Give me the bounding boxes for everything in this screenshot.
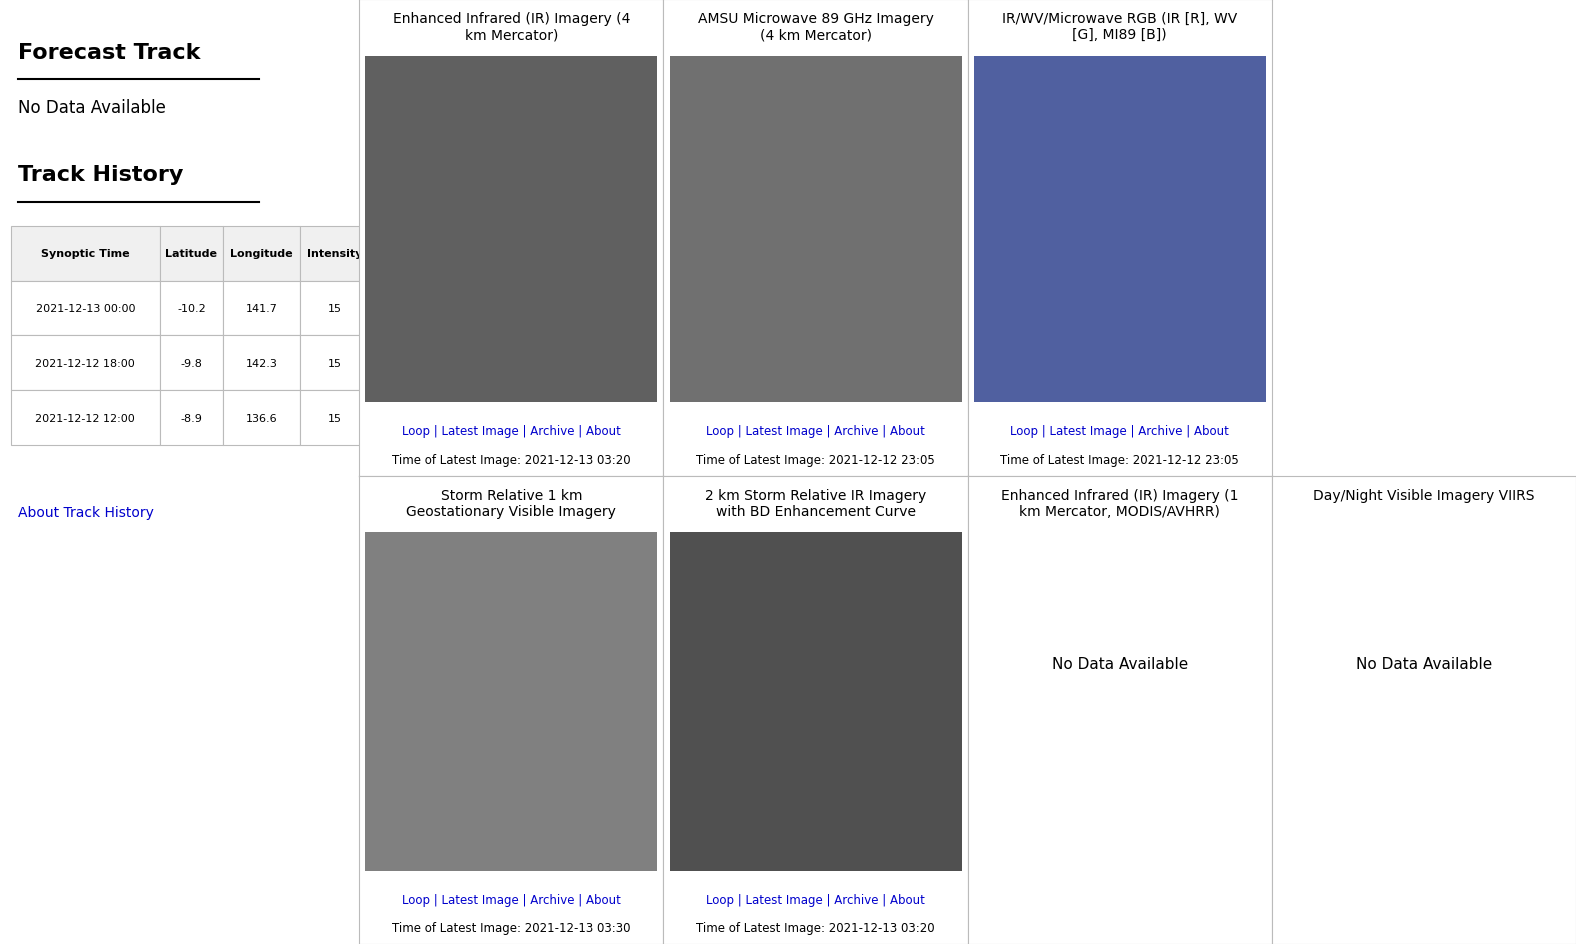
Text: 2021-12-12 18:00: 2021-12-12 18:00 [36, 359, 136, 368]
Bar [299, 336, 370, 391]
Bar [159, 281, 222, 336]
Bar [974, 58, 1266, 403]
Bar [366, 58, 657, 403]
Text: Day/Night Visible Imagery VIIRS: Day/Night Visible Imagery VIIRS [1313, 488, 1535, 502]
Text: Time of Latest Image: 2021-12-12 23:05: Time of Latest Image: 2021-12-12 23:05 [697, 453, 935, 466]
Text: IR/WV/Microwave RGB (IR [R], WV
[G], MI89 [B]): IR/WV/Microwave RGB (IR [R], WV [G], MI8… [1002, 12, 1237, 42]
Bar [222, 336, 299, 391]
Text: Loop | Latest Image | Archive | About: Loop | Latest Image | Archive | About [402, 425, 621, 438]
Text: No Data Available: No Data Available [1051, 656, 1188, 671]
Text: Time of Latest Image: 2021-12-13 03:20: Time of Latest Image: 2021-12-13 03:20 [697, 921, 935, 935]
Bar [11, 391, 159, 446]
Text: Time of Latest Image: 2021-12-12 23:05: Time of Latest Image: 2021-12-12 23:05 [1001, 453, 1239, 466]
Bar [299, 391, 370, 446]
Text: Longitude: Longitude [230, 249, 293, 259]
Text: 2021-12-12 12:00: 2021-12-12 12:00 [36, 413, 136, 423]
Bar [366, 532, 657, 871]
Text: -9.8: -9.8 [180, 359, 202, 368]
Text: Loop | Latest Image | Archive | About: Loop | Latest Image | Archive | About [706, 893, 925, 906]
Bar [159, 227, 222, 281]
Text: Latitude: Latitude [165, 249, 217, 259]
Text: 141.7: 141.7 [246, 304, 277, 313]
Text: Forecast Track: Forecast Track [17, 42, 200, 62]
Text: 15: 15 [328, 413, 342, 423]
Text: 15: 15 [328, 304, 342, 313]
Text: 136.6: 136.6 [246, 413, 277, 423]
Text: Time of Latest Image: 2021-12-13 03:20: Time of Latest Image: 2021-12-13 03:20 [392, 453, 630, 466]
Bar [299, 227, 370, 281]
Bar [159, 336, 222, 391]
Bar [11, 281, 159, 336]
Text: 2021-12-13 00:00: 2021-12-13 00:00 [36, 304, 136, 313]
Text: -8.9: -8.9 [180, 413, 202, 423]
Text: About Track History: About Track History [17, 505, 154, 519]
Text: 2 km Storm Relative IR Imagery
with BD Enhancement Curve: 2 km Storm Relative IR Imagery with BD E… [704, 488, 927, 518]
Text: Synoptic Time: Synoptic Time [41, 249, 129, 259]
Bar [11, 336, 159, 391]
Bar [670, 532, 961, 871]
Text: Time of Latest Image: 2021-12-13 03:30: Time of Latest Image: 2021-12-13 03:30 [392, 921, 630, 935]
Text: 142.3: 142.3 [246, 359, 277, 368]
Text: Intensity: Intensity [307, 249, 362, 259]
Text: Track History: Track History [17, 165, 183, 185]
Text: Storm Relative 1 km
Geostationary Visible Imagery: Storm Relative 1 km Geostationary Visibl… [407, 488, 616, 518]
Text: Loop | Latest Image | Archive | About: Loop | Latest Image | Archive | About [1010, 425, 1229, 438]
Bar [159, 391, 222, 446]
Bar [222, 227, 299, 281]
Bar [299, 281, 370, 336]
Text: AMSU Microwave 89 GHz Imagery
(4 km Mercator): AMSU Microwave 89 GHz Imagery (4 km Merc… [698, 12, 933, 42]
Bar [222, 391, 299, 446]
Bar [670, 58, 961, 403]
Text: Loop | Latest Image | Archive | About: Loop | Latest Image | Archive | About [402, 893, 621, 906]
Text: Enhanced Infrared (IR) Imagery (1
km Mercator, MODIS/AVHRR): Enhanced Infrared (IR) Imagery (1 km Mer… [1001, 488, 1239, 518]
Text: -10.2: -10.2 [177, 304, 206, 313]
Text: No Data Available: No Data Available [17, 99, 165, 117]
Text: Enhanced Infrared (IR) Imagery (4
km Mercator): Enhanced Infrared (IR) Imagery (4 km Mer… [392, 12, 630, 42]
Bar [11, 227, 159, 281]
Bar [222, 281, 299, 336]
Text: No Data Available: No Data Available [1355, 656, 1492, 671]
Text: Loop | Latest Image | Archive | About: Loop | Latest Image | Archive | About [706, 425, 925, 438]
Text: 15: 15 [328, 359, 342, 368]
